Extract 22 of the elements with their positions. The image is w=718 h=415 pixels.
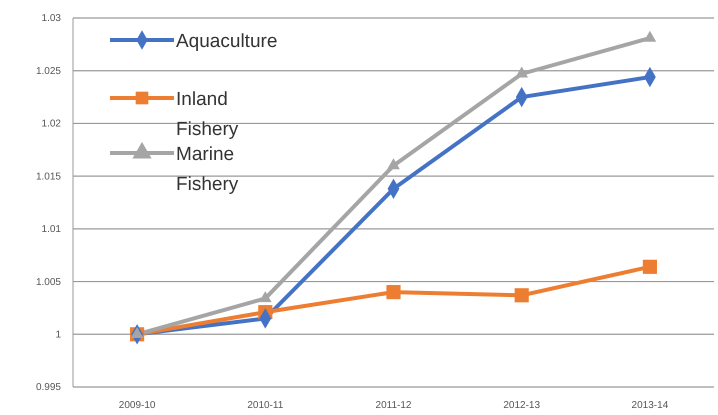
point bbox=[642, 260, 657, 274]
point bbox=[644, 30, 656, 42]
point bbox=[515, 66, 528, 78]
y-tick-label: 1.02 bbox=[42, 118, 62, 130]
x-tick-label: 2013-14 bbox=[632, 400, 669, 412]
y-tick-label: 0.995 bbox=[36, 382, 62, 394]
point bbox=[514, 288, 529, 302]
y-tick-label: 1.015 bbox=[36, 171, 62, 182]
x-tick-label: 2009-10 bbox=[118, 400, 156, 412]
y-tick-label: 1.03 bbox=[42, 13, 62, 24]
x-tick-label: 2012-13 bbox=[503, 400, 540, 412]
x-tick-label: 2010-11 bbox=[247, 400, 284, 412]
y-tick-label: 1.005 bbox=[36, 276, 62, 288]
point bbox=[386, 285, 401, 300]
x-tick-label: 2011-12 bbox=[376, 400, 412, 412]
y-tick-label: 1 bbox=[55, 329, 62, 340]
legend-label: Inland Fishery bbox=[176, 89, 239, 140]
y-tick-label: 1.025 bbox=[36, 66, 62, 77]
y-tick-label: 1.01 bbox=[42, 224, 62, 236]
point bbox=[387, 158, 400, 170]
legend-label: Aquaculture bbox=[176, 31, 278, 52]
legend-label: Marine Fishery bbox=[176, 144, 239, 195]
